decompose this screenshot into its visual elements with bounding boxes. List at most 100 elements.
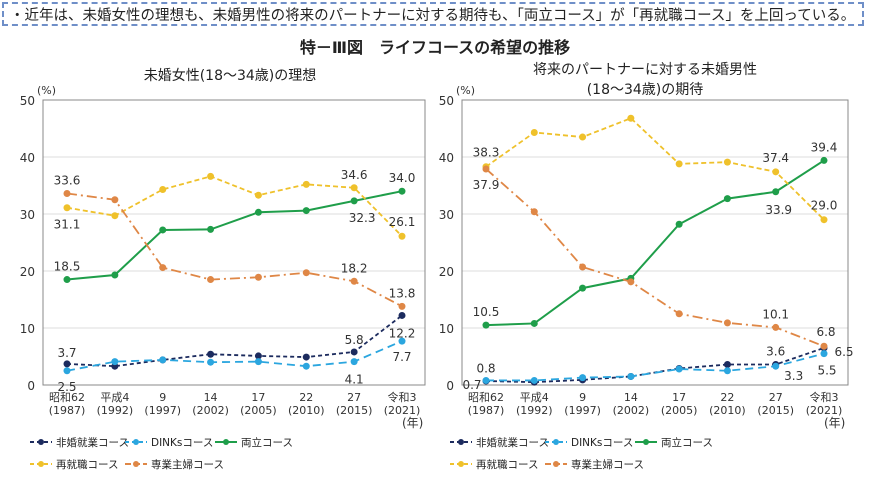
- data-label: 26.1: [389, 215, 416, 229]
- data-point: [302, 353, 310, 361]
- data-point: [820, 216, 828, 224]
- data-point: [111, 212, 119, 220]
- data-point: [254, 358, 262, 366]
- data-label: 5.5: [817, 364, 836, 378]
- data-point: [627, 114, 635, 122]
- x-tick-label: 17: [672, 391, 686, 404]
- right-chart-title-line2: (18～34歳)の期待: [586, 82, 704, 98]
- plot-frame: [461, 99, 849, 386]
- data-point: [350, 184, 358, 192]
- data-label: 2.5: [57, 380, 76, 394]
- right-x-axis-unit: (年): [824, 416, 846, 430]
- plot-frame: [42, 99, 426, 386]
- data-point: [350, 358, 358, 366]
- x-tick-year: (2021): [384, 404, 421, 417]
- data-point: [254, 208, 262, 216]
- data-point: [723, 367, 731, 375]
- y-tick-label: 10: [439, 322, 454, 336]
- data-point: [820, 342, 828, 350]
- data-label: 39.4: [811, 140, 838, 154]
- data-label: 31.1: [54, 218, 81, 232]
- data-point: [111, 196, 119, 204]
- data-point: [820, 156, 828, 164]
- x-tick-year: (1997): [564, 404, 601, 417]
- right-chart-title-line1: 将来のパートナーに対する未婚男性: [533, 62, 757, 78]
- y-tick-label: 0: [27, 379, 35, 393]
- legend-marker: [553, 461, 559, 467]
- data-label: 3.7: [57, 346, 76, 360]
- series-housewife: [63, 189, 406, 310]
- data-label: 33.6: [54, 173, 81, 187]
- data-point: [723, 360, 731, 368]
- x-tick-year: (2002): [192, 404, 229, 417]
- series-dual: [63, 187, 406, 284]
- data-point: [111, 358, 119, 366]
- legend-label: 両立コース: [241, 436, 293, 449]
- data-label: 18.2: [341, 261, 368, 275]
- legend-label: 両立コース: [661, 436, 713, 449]
- data-label: 29.0: [811, 199, 838, 213]
- x-tick-label: 9: [579, 391, 586, 404]
- data-label: 5.8: [345, 333, 364, 347]
- data-label: 3.3: [784, 369, 803, 383]
- legend-label: 専業主婦コース: [151, 458, 224, 471]
- series-line: [486, 352, 825, 382]
- data-label: 34.6: [341, 168, 368, 182]
- data-label: 4.1: [345, 373, 364, 387]
- data-point: [772, 168, 780, 176]
- data-point: [159, 356, 167, 364]
- data-label: 38.3: [473, 146, 500, 160]
- legend-label: 非婚就業コース: [476, 436, 549, 449]
- data-point: [675, 160, 683, 168]
- x-tick-label: 17: [251, 391, 265, 404]
- x-tick-year: (2005): [240, 404, 277, 417]
- data-point: [723, 195, 731, 203]
- x-tick-label: 27: [769, 391, 783, 404]
- legend-marker: [458, 439, 464, 445]
- y-tick-label: 30: [20, 208, 35, 222]
- series-line: [66, 314, 403, 368]
- data-point: [63, 367, 71, 375]
- data-label: 6.8: [816, 325, 835, 339]
- data-point: [63, 204, 71, 212]
- data-point: [579, 284, 587, 292]
- data-point: [302, 180, 310, 188]
- data-label: 32.3: [349, 211, 376, 225]
- figure-title: 特－Ⅲ図 ライフコースの希望の推移: [299, 38, 571, 57]
- data-point: [482, 376, 490, 384]
- series-housewife: [482, 165, 828, 350]
- data-point: [207, 276, 215, 284]
- x-tick-year: (2021): [806, 404, 843, 417]
- data-point: [398, 302, 406, 310]
- data-label: 10.1: [762, 307, 789, 321]
- data-point: [207, 225, 215, 233]
- y-tick-label: 40: [20, 151, 35, 165]
- series-dinks: [63, 337, 406, 375]
- data-point: [772, 362, 780, 370]
- data-point: [302, 362, 310, 370]
- legend-label: 非婚就業コース: [56, 436, 129, 449]
- data-point: [579, 263, 587, 271]
- y-tick-label: 20: [439, 265, 454, 279]
- data-point: [302, 207, 310, 215]
- legend-marker: [38, 461, 44, 467]
- data-point: [675, 365, 683, 373]
- x-tick-year: (2015): [757, 404, 794, 417]
- data-point: [350, 348, 358, 356]
- legend-label: 再就職コース: [56, 458, 118, 471]
- data-point: [111, 271, 119, 279]
- x-tick-label: 14: [624, 391, 638, 404]
- data-label: 33.9: [765, 203, 792, 217]
- x-tick-label: 14: [204, 391, 218, 404]
- legend-label: 専業主婦コース: [571, 458, 644, 471]
- data-point: [159, 264, 167, 272]
- series-dual: [482, 156, 828, 329]
- series-line: [66, 190, 403, 281]
- y-tick-label: 50: [439, 94, 454, 108]
- x-tick-year: (2015): [336, 404, 373, 417]
- legend-marker: [553, 439, 559, 445]
- data-point: [350, 197, 358, 205]
- data-point: [530, 376, 538, 384]
- data-point: [159, 226, 167, 234]
- data-point: [579, 374, 587, 382]
